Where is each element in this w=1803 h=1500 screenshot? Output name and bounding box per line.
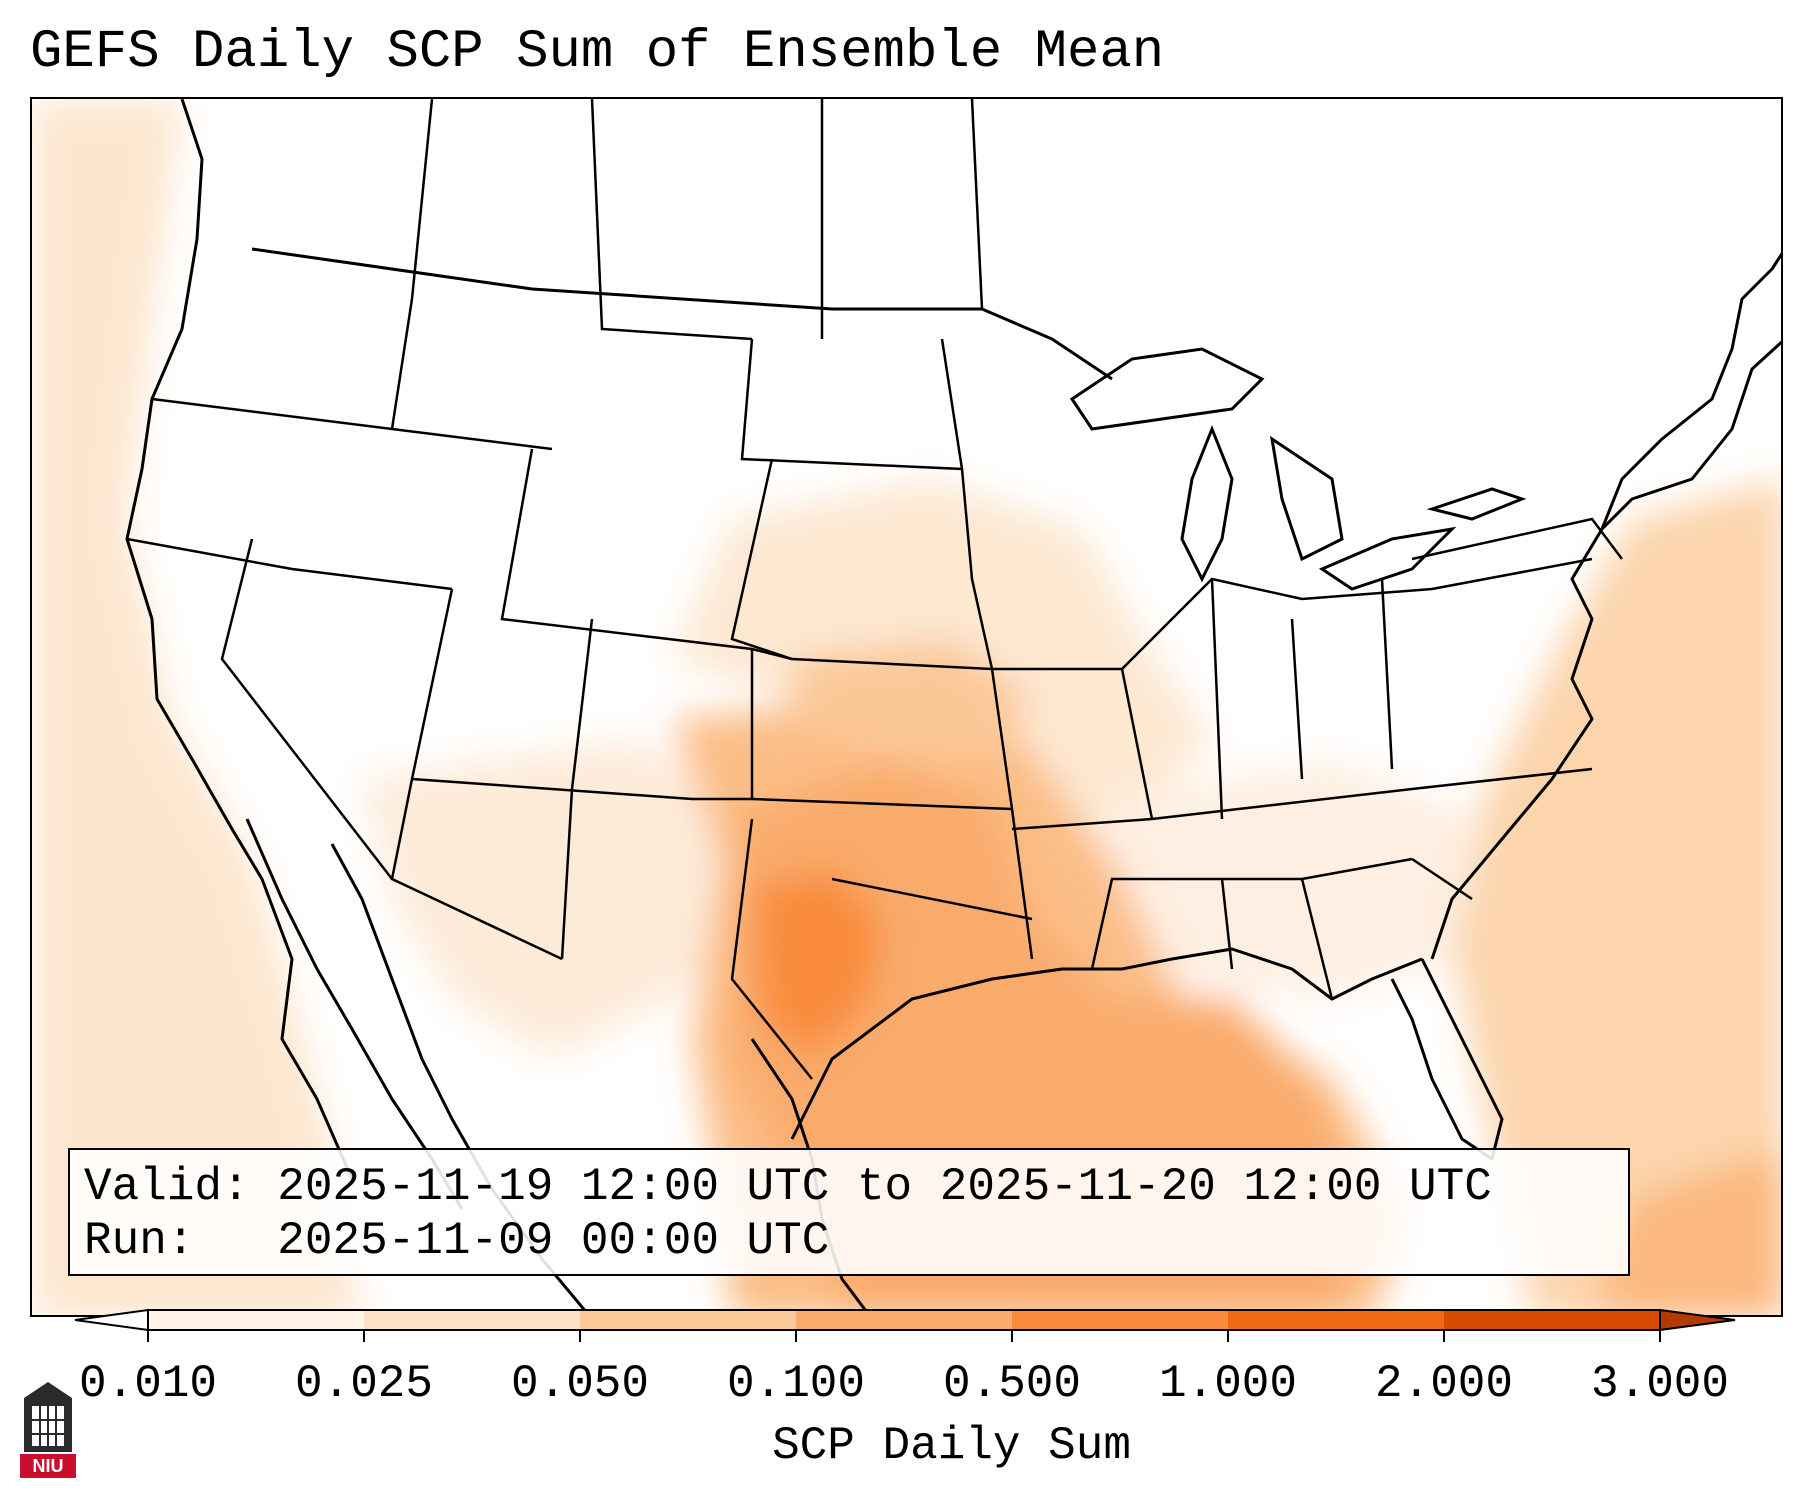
gulf-coast-us	[790, 947, 1423, 1140]
lake-ontario	[1426, 487, 1527, 521]
border-18	[1011, 767, 1593, 831]
border-24	[1411, 857, 1473, 901]
border-11	[730, 458, 993, 671]
colorbar-ticks	[147, 1330, 1661, 1342]
great-lakes	[1069, 347, 1527, 591]
lake-erie	[1318, 526, 1457, 591]
border-28	[590, 99, 753, 341]
canada-border	[251, 247, 1113, 381]
border-23	[1300, 878, 1334, 1000]
border-5	[411, 777, 752, 801]
run-label: Run:	[84, 1215, 195, 1267]
shading-west-ocean	[32, 99, 362, 1315]
west-coast	[125, 99, 354, 1180]
logo-badge	[20, 1454, 76, 1478]
border-12	[1010, 808, 1034, 960]
colorbar-segment	[1228, 1310, 1444, 1330]
colorbar	[74, 1308, 1736, 1342]
shading-east-ocean	[1452, 480, 1781, 1315]
border-1	[151, 397, 553, 451]
border-14	[831, 877, 1033, 921]
border-27	[1411, 517, 1623, 561]
border-29	[390, 99, 434, 430]
border-25	[1290, 618, 1304, 780]
state-borders	[126, 99, 1623, 1080]
colorbar-segment	[580, 1310, 796, 1330]
border-31	[970, 99, 984, 310]
border-20	[1210, 578, 1224, 820]
lake-superior	[1069, 347, 1265, 431]
valid-run-box: Valid: 2025-11-19 12:00 UTC to 2025-11-2…	[68, 1148, 1630, 1276]
colorbar-below-extension	[74, 1308, 149, 1332]
colorbar-label: SCP Daily Sum	[772, 1420, 1131, 1472]
colorbar-tick-label: 0.100	[726, 1358, 866, 1410]
lake-huron	[1269, 435, 1344, 562]
colorbar-segment	[148, 1310, 364, 1330]
valid-value: 2025-11-19 12:00 UTC to 2025-11-20 12:00…	[277, 1161, 1492, 1213]
border-15	[740, 338, 1014, 810]
border-8	[500, 448, 793, 661]
valid-label: Valid:	[84, 1161, 250, 1213]
border-3	[220, 538, 393, 880]
colorbar-tick-label: 3.000	[1590, 1358, 1730, 1410]
scp-shading	[32, 99, 1781, 1315]
border-22	[1220, 878, 1234, 970]
run-value: 2025-11-09 00:00 UTC	[277, 1215, 830, 1267]
northeast-coast	[1600, 252, 1781, 530]
colorbar-segment	[364, 1310, 580, 1330]
chart-title: GEFS Daily SCP Sum of Ensemble Mean	[30, 22, 1165, 83]
colorbar-tick-label: 0.010	[78, 1358, 218, 1410]
border-6	[560, 788, 574, 960]
border-4	[390, 588, 563, 961]
shading-caribbean	[1593, 1150, 1781, 1315]
border-13	[730, 818, 813, 1080]
border-19	[1121, 557, 1593, 670]
shading-south-light	[362, 739, 752, 1059]
colorbar-tick-label: 0.025	[294, 1358, 434, 1410]
colorbar-tick-label: 2.000	[1374, 1358, 1514, 1410]
map-panel	[30, 97, 1783, 1317]
map-svg	[32, 99, 1781, 1315]
shading-texas-peak	[752, 869, 882, 1059]
border-2	[126, 537, 453, 591]
colorbar-segment	[1012, 1310, 1228, 1330]
colorbar-tick-label: 0.500	[942, 1358, 1082, 1410]
border-16	[940, 338, 964, 470]
border-26	[1380, 578, 1394, 770]
colorbar-segment	[796, 1310, 1012, 1330]
lake-michigan	[1180, 424, 1234, 583]
colorbar-above-extension	[1659, 1308, 1736, 1332]
border-7	[570, 618, 594, 790]
logo-text: NIU	[33, 1456, 64, 1476]
niu-logo: NIU	[20, 1382, 76, 1478]
colorbar-frame	[147, 1309, 1661, 1331]
colorbar-tick-label: 1.000	[1158, 1358, 1298, 1410]
colorbar-segment	[1444, 1310, 1660, 1330]
colorbar-tick-label: 0.050	[510, 1358, 650, 1410]
east-coast	[1430, 340, 1781, 960]
border-10	[751, 797, 1013, 811]
logo-window-bars	[32, 1406, 64, 1446]
